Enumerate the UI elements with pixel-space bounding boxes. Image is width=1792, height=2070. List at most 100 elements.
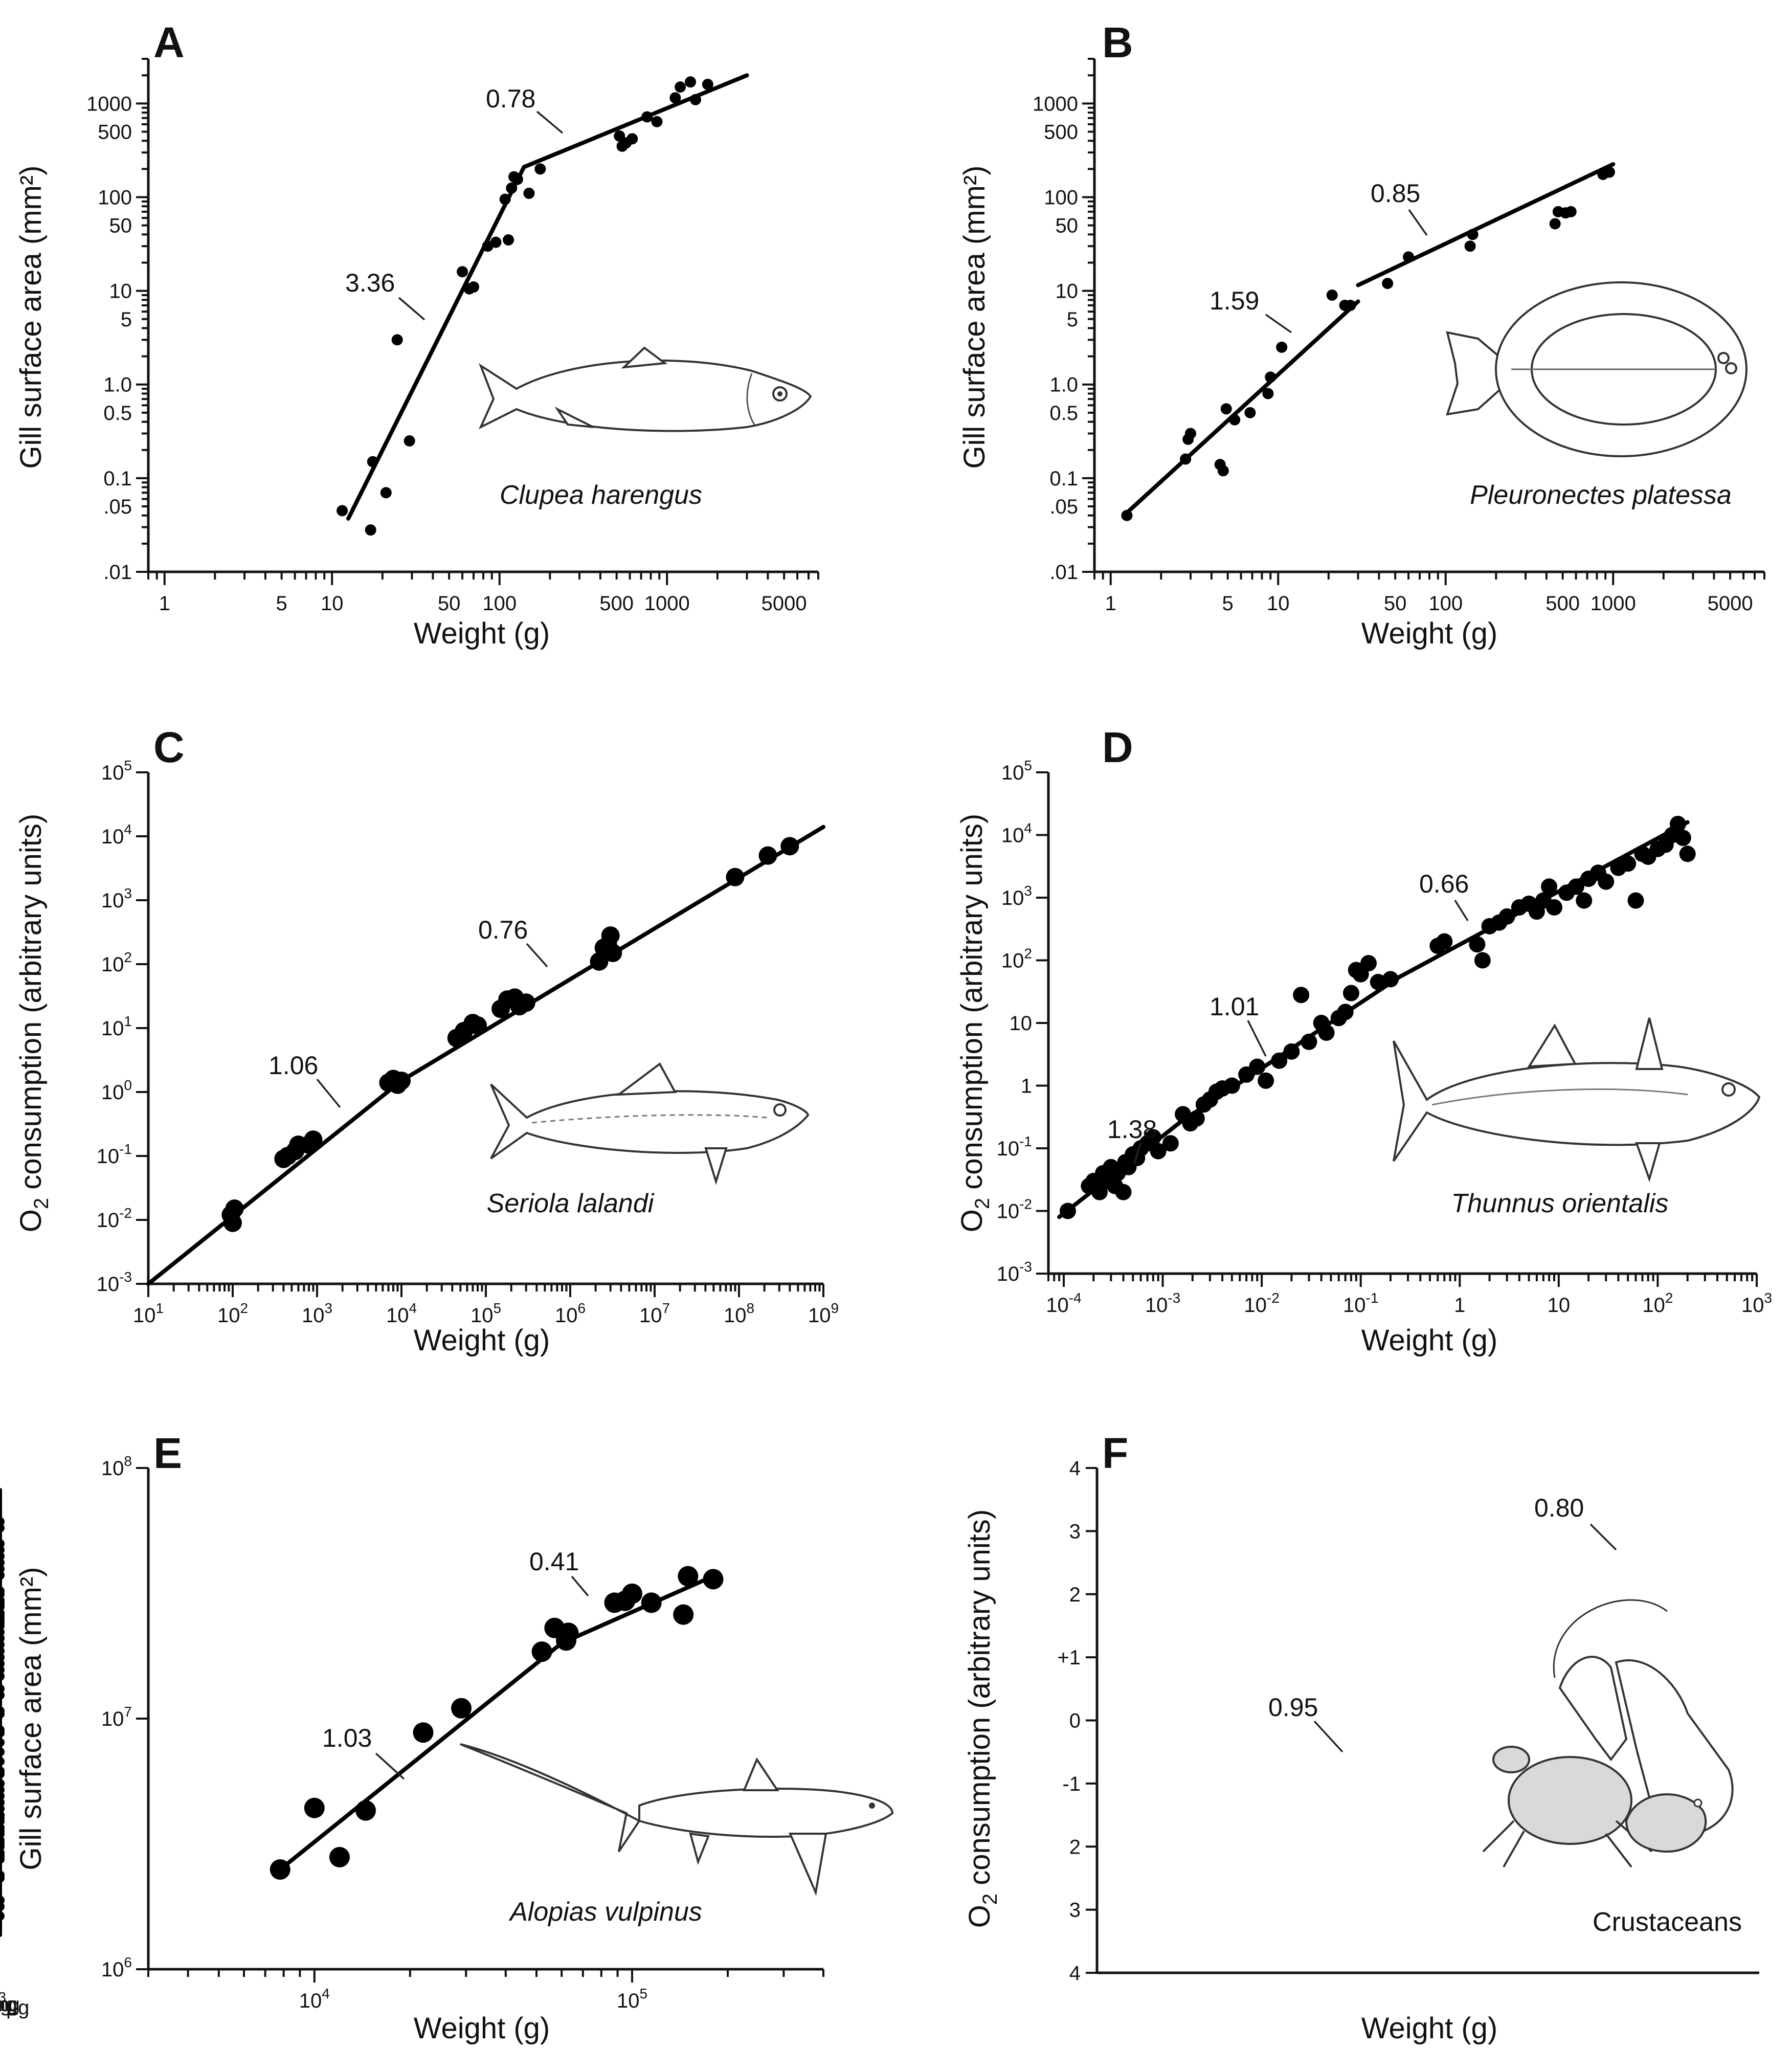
x-tick-label: 107 bbox=[639, 1300, 670, 1327]
tick-base: 10 bbox=[299, 1990, 322, 2012]
y-tick-label: 10-3 bbox=[97, 1269, 132, 1296]
tick-exponent: 6 bbox=[124, 1954, 132, 1970]
data-point bbox=[1249, 1058, 1266, 1075]
x-axis-label: Weight (g) bbox=[414, 1324, 550, 1357]
tick-base: 10 bbox=[1548, 1294, 1571, 1317]
tick-base: 1.0 bbox=[1049, 374, 1078, 396]
data-point bbox=[355, 1800, 376, 1821]
slope-leader bbox=[1589, 1523, 1617, 1551]
tick-base: 1g bbox=[0, 1993, 11, 2016]
data-point bbox=[1293, 987, 1310, 1004]
data-points bbox=[270, 1566, 724, 1880]
tick-base: 10 bbox=[386, 1304, 409, 1327]
tick-exponent: -3 bbox=[1168, 1290, 1180, 1306]
x-axis-label: Weight (g) bbox=[414, 617, 550, 650]
slope-label: 0.80 bbox=[1534, 1494, 1584, 1522]
data-point bbox=[365, 524, 376, 536]
y-tick-label: 105 bbox=[1001, 758, 1032, 784]
slope-leader bbox=[1133, 1143, 1141, 1164]
data-point bbox=[457, 266, 468, 278]
x-tick-label: 5 bbox=[1222, 592, 1234, 615]
x-tick-label: 103 bbox=[1741, 1290, 1772, 1317]
tick-exponent: 1 bbox=[155, 1300, 164, 1316]
slope-annotations: 1.59 0.85 bbox=[1209, 179, 1428, 333]
tick-exponent: 9 bbox=[831, 1300, 839, 1316]
data-point bbox=[603, 943, 622, 962]
tick-exponent: 5 bbox=[1024, 758, 1032, 773]
tick-exponent: -3 bbox=[1019, 1259, 1032, 1275]
y-tick-label: 2 bbox=[1069, 1584, 1081, 1606]
slope-label: 1.01 bbox=[1209, 992, 1259, 1021]
tick-base: 10 bbox=[101, 762, 124, 784]
y-tick-label: 10-2 bbox=[997, 1196, 1032, 1223]
data-point bbox=[0, 1634, 5, 1643]
y-tick-label: .01 bbox=[1049, 561, 1078, 584]
y-ticks: .01 .05 0.1 0.5 1.0 5 10 50 100 500 1000 bbox=[86, 58, 148, 584]
y-ticks: .01 .05 0.1 0.5 1.0 5 10 50 100 500 1000 bbox=[1033, 58, 1094, 584]
tick-base: 4 bbox=[1069, 1457, 1081, 1480]
x-tick-label: 1 bbox=[1105, 592, 1116, 615]
x-ticks: 10-4 10-3 10-2 10-1 1 10 102 103 bbox=[1046, 1274, 1772, 1317]
tick-base: 10 bbox=[1267, 592, 1290, 615]
y-tick-label: 10-3 bbox=[997, 1259, 1032, 1285]
y-tick-label: 3 bbox=[1069, 1520, 1081, 1543]
tick-base: 10 bbox=[97, 1209, 120, 1232]
data-point bbox=[1382, 278, 1394, 290]
x-ticks: 101 102 103 104 105 106 107 108 109 bbox=[133, 1284, 839, 1327]
tick-exponent: 2 bbox=[1665, 1290, 1673, 1306]
data-point bbox=[392, 1071, 411, 1090]
tick-base: 10 bbox=[1343, 1294, 1366, 1317]
panel-c: C 101 102 103 104 105 106 107 108 109 10-310-210… bbox=[14, 723, 839, 1357]
y-tick-label: 500 bbox=[1044, 121, 1078, 143]
tick-exponent: 4 bbox=[124, 821, 132, 837]
y-tick-label: 3 bbox=[1069, 1899, 1081, 1922]
panel-letter: F bbox=[1102, 1429, 1128, 1477]
x-tick-label: 10 bbox=[321, 592, 344, 615]
tick-base: 1 bbox=[1105, 592, 1116, 615]
tick-exponent: 4 bbox=[409, 1300, 417, 1316]
tick-base: 10 bbox=[97, 1145, 120, 1168]
tick-base: 3 bbox=[1069, 1520, 1081, 1543]
tick-base: 5 bbox=[1222, 592, 1234, 615]
y-tick-label: 104 bbox=[101, 821, 132, 848]
tick-base: 1mg bbox=[0, 1993, 20, 2016]
x-tick-label: 10-3µg bbox=[0, 1989, 29, 2019]
panel-b: B 1 5 10 50 100 500 1000 5000 .01.050.10.51.051… bbox=[958, 18, 1765, 650]
data-point bbox=[391, 334, 403, 346]
y-tick-label: 500 bbox=[98, 121, 132, 143]
data-point bbox=[1576, 892, 1593, 909]
x-tick-label: 1 bbox=[159, 592, 170, 615]
x-tick-label: 1 bbox=[1454, 1294, 1465, 1317]
tick-exponent: -3 bbox=[0, 1989, 6, 2005]
tick-base: 10 bbox=[1642, 1294, 1665, 1317]
data-point bbox=[0, 1545, 5, 1555]
tick-base: 2 bbox=[1069, 1836, 1081, 1858]
x-ticks: 104 105 bbox=[147, 1969, 824, 2012]
y-axis-label-o: O bbox=[955, 1209, 989, 1232]
data-point bbox=[1145, 1129, 1161, 1146]
panel-letter: B bbox=[1102, 18, 1133, 66]
data-point bbox=[304, 1130, 323, 1149]
data-point bbox=[1265, 371, 1276, 383]
data-point bbox=[404, 435, 415, 447]
tick-base: 10 bbox=[997, 1200, 1020, 1223]
tick-base: 10 bbox=[133, 1304, 156, 1327]
tick-exponent: 3 bbox=[1024, 883, 1032, 899]
data-point bbox=[1627, 892, 1644, 909]
slope-label: 0.95 bbox=[1268, 1693, 1318, 1722]
slope-leader bbox=[1247, 1020, 1267, 1057]
data-point bbox=[1271, 1052, 1288, 1069]
tuna-illustration bbox=[1393, 1017, 1761, 1183]
x-axis-label: Weight (g) bbox=[1361, 2012, 1497, 2045]
slope-annotations: 1.03 0.41 bbox=[322, 1547, 589, 1780]
tick-exponent: 8 bbox=[124, 1453, 132, 1469]
species-label: Crustaceans bbox=[1593, 1907, 1742, 1937]
data-point bbox=[1603, 166, 1615, 178]
tick-base: 10 bbox=[997, 1138, 1020, 1160]
data-point bbox=[1188, 1110, 1205, 1127]
y-tick-label: 100 bbox=[98, 186, 132, 209]
y-tick-label: 1.0 bbox=[1049, 374, 1078, 396]
tick-base: 10 bbox=[724, 1304, 747, 1327]
tick-base: 2 bbox=[1069, 1584, 1081, 1606]
